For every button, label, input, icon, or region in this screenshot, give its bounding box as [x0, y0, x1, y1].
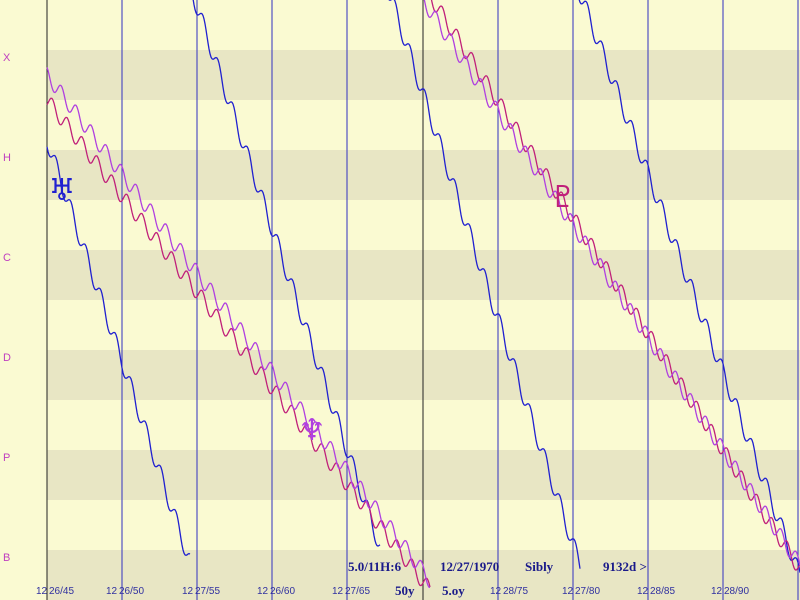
status-step: 5.oy	[442, 583, 465, 598]
x-date-label: 27/55	[195, 586, 220, 597]
x-date-label: 27/65	[345, 586, 370, 597]
planet-symbol: ♆	[299, 413, 326, 448]
row-label: C	[3, 252, 11, 264]
x-date-label: 28/90	[724, 586, 749, 597]
status-step: 50y	[395, 583, 415, 598]
status-name: Sibly	[525, 559, 554, 574]
planet-track	[578, 0, 800, 573]
x-hour-label: 12	[562, 586, 574, 597]
x-date-label: 26/45	[49, 586, 74, 597]
x-date-label: 26/60	[270, 586, 295, 597]
status-span: 9132d >	[603, 559, 647, 574]
planet-track	[192, 0, 381, 547]
planet-track	[388, 0, 581, 569]
x-hour-label: 12	[637, 586, 649, 597]
x-date-label: 28/85	[650, 586, 675, 597]
planet-symbol: ♅	[49, 173, 76, 208]
x-hour-label: 12	[711, 586, 723, 597]
x-hour-label: 12	[182, 586, 194, 597]
planet-track	[423, 0, 800, 566]
x-hour-label: 12	[106, 586, 118, 597]
x-date-label: 28/75	[503, 586, 528, 597]
x-hour-label: 12	[332, 586, 344, 597]
row-label: X	[3, 52, 11, 64]
row-label: P	[3, 452, 10, 464]
x-date-label: 26/50	[119, 586, 144, 597]
planet-track	[46, 67, 431, 589]
x-hour-label: 12	[36, 586, 48, 597]
planet-track	[430, 0, 800, 571]
x-hour-label: 12	[490, 586, 502, 597]
planet-track	[46, 146, 191, 557]
row-label: D	[3, 352, 11, 364]
status-date: 12/27/1970	[440, 559, 499, 574]
row-label: B	[3, 552, 10, 564]
row-label: H	[3, 152, 11, 164]
status-position: 5.0/11H:6	[348, 559, 402, 574]
planet-symbol: ♇	[550, 180, 577, 215]
band	[0, 0, 47, 600]
x-hour-label: 12	[257, 586, 269, 597]
x-date-label: 27/80	[575, 586, 600, 597]
